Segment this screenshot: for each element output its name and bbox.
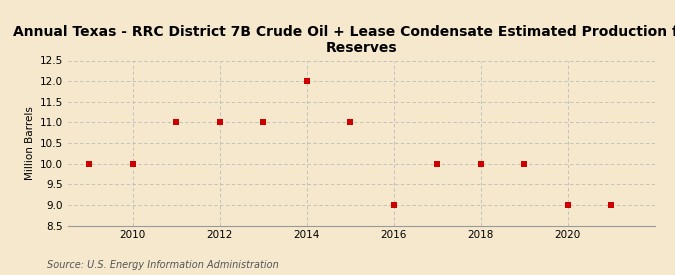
- Y-axis label: Million Barrels: Million Barrels: [25, 106, 35, 180]
- Text: Source: U.S. Energy Information Administration: Source: U.S. Energy Information Administ…: [47, 260, 279, 270]
- Title: Annual Texas - RRC District 7B Crude Oil + Lease Condensate Estimated Production: Annual Texas - RRC District 7B Crude Oil…: [14, 25, 675, 55]
